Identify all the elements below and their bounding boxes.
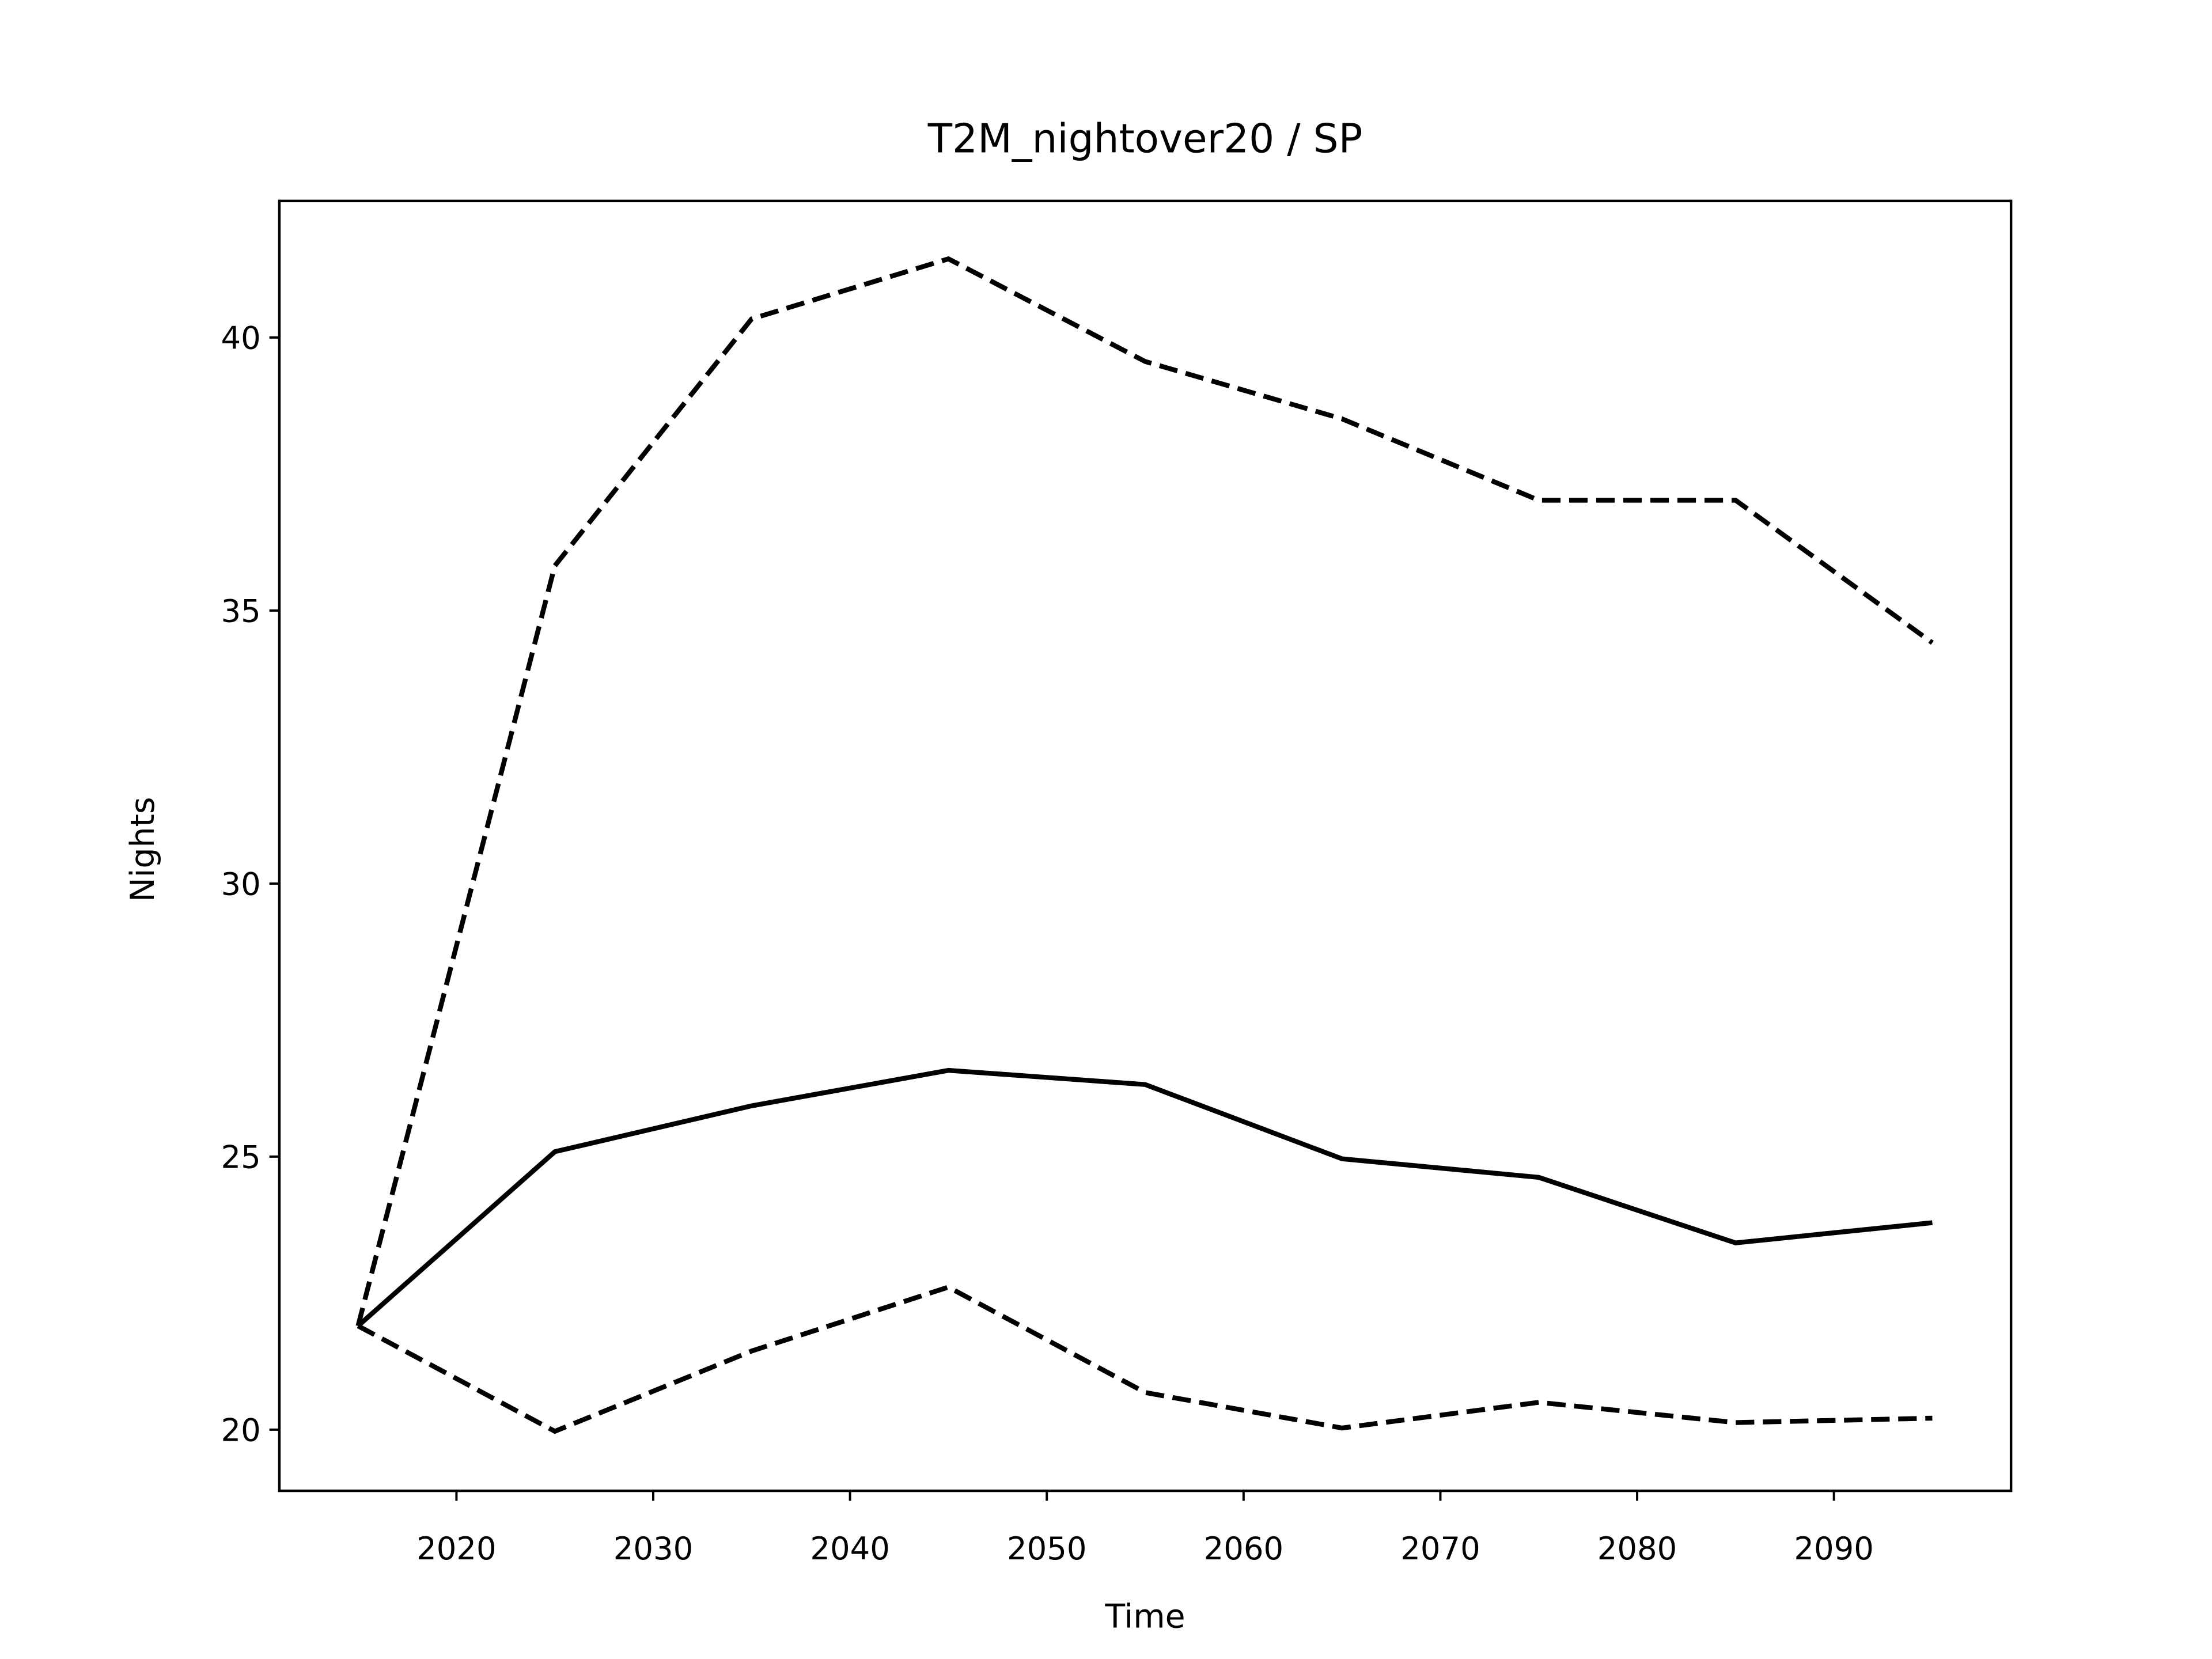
x-tick-label: 2050 (1007, 1530, 1087, 1567)
y-tick-label: 30 (221, 866, 261, 903)
y-tick-label: 20 (221, 1412, 261, 1449)
line-series (356, 1067, 1933, 1328)
chart-title: T2M_nightover20 / SP (927, 116, 1363, 162)
y-tick-label: 25 (221, 1139, 261, 1176)
y-tick-label: 35 (221, 593, 261, 630)
x-axis-label: Time (1104, 1598, 1185, 1636)
y-axis-label: Nights (124, 797, 162, 902)
x-tick-label: 2080 (1597, 1530, 1677, 1567)
plot-frame (278, 199, 2013, 1493)
line-series (357, 1284, 1933, 1434)
x-tick-label: 2090 (1794, 1530, 1873, 1567)
x-tick-label: 2060 (1204, 1530, 1284, 1567)
x-tick-label: 2040 (810, 1530, 890, 1567)
y-tick-label: 40 (221, 320, 261, 357)
line-series (355, 256, 1934, 1327)
x-tick-label: 2070 (1400, 1530, 1480, 1567)
x-tick-label: 2030 (613, 1530, 694, 1567)
x-tick-label: 2020 (416, 1530, 497, 1567)
